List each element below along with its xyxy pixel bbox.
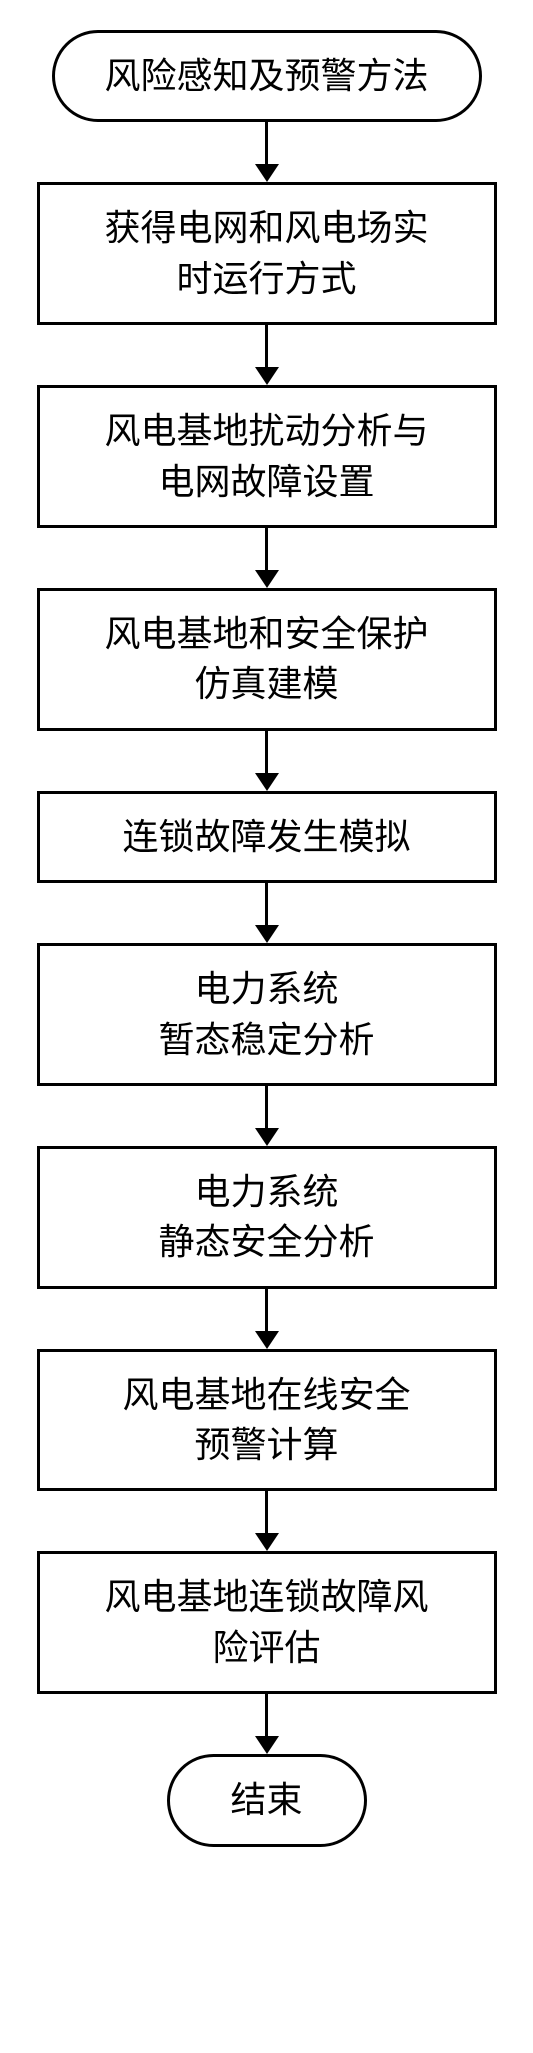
step5-text: 电力系统 暂态稳定分析: [158, 964, 374, 1065]
step7-text: 风电基地在线安全 预警计算: [122, 1370, 410, 1471]
arrow-line: [265, 1086, 268, 1128]
arrow-line: [265, 883, 268, 925]
arrow-5: [255, 883, 279, 943]
start-text: 风险感知及预警方法: [104, 51, 428, 101]
process-step-3: 风电基地和安全保护 仿真建模: [37, 588, 497, 731]
step4-text: 连锁故障发生模拟: [122, 812, 410, 862]
arrow-2: [255, 325, 279, 385]
step3-text: 风电基地和安全保护 仿真建模: [104, 609, 428, 710]
arrow-line: [265, 122, 268, 164]
arrow-head-icon: [255, 925, 279, 943]
arrow-line: [265, 528, 268, 570]
process-step-4: 连锁故障发生模拟: [37, 791, 497, 883]
arrow-1: [255, 122, 279, 182]
process-step-6: 电力系统 静态安全分析: [37, 1146, 497, 1289]
arrow-head-icon: [255, 773, 279, 791]
step8-text: 风电基地连锁故障风 险评估: [104, 1572, 428, 1673]
arrow-head-icon: [255, 1533, 279, 1551]
process-step-2: 风电基地扰动分析与 电网故障设置: [37, 385, 497, 528]
process-step-8: 风电基地连锁故障风 险评估: [37, 1551, 497, 1694]
arrow-line: [265, 1289, 268, 1331]
flowchart-container: 风险感知及预警方法 获得电网和风电场实 时运行方式 风电基地扰动分析与 电网故障…: [20, 30, 513, 1847]
arrow-line: [265, 1491, 268, 1533]
start-terminal: 风险感知及预警方法: [52, 30, 482, 122]
process-step-7: 风电基地在线安全 预警计算: [37, 1349, 497, 1492]
end-terminal: 结束: [167, 1754, 367, 1846]
arrow-head-icon: [255, 367, 279, 385]
arrow-4: [255, 731, 279, 791]
step2-text: 风电基地扰动分析与 电网故障设置: [104, 406, 428, 507]
process-step-1: 获得电网和风电场实 时运行方式: [37, 182, 497, 325]
arrow-8: [255, 1491, 279, 1551]
end-text: 结束: [230, 1775, 302, 1825]
arrow-head-icon: [255, 1128, 279, 1146]
arrow-line: [265, 731, 268, 773]
arrow-line: [265, 325, 268, 367]
arrow-3: [255, 528, 279, 588]
process-step-5: 电力系统 暂态稳定分析: [37, 943, 497, 1086]
step1-text: 获得电网和风电场实 时运行方式: [104, 203, 428, 304]
arrow-6: [255, 1086, 279, 1146]
arrow-7: [255, 1289, 279, 1349]
arrow-head-icon: [255, 1736, 279, 1754]
arrow-9: [255, 1694, 279, 1754]
arrow-head-icon: [255, 164, 279, 182]
arrow-head-icon: [255, 570, 279, 588]
arrow-head-icon: [255, 1331, 279, 1349]
arrow-line: [265, 1694, 268, 1736]
step6-text: 电力系统 静态安全分析: [158, 1167, 374, 1268]
